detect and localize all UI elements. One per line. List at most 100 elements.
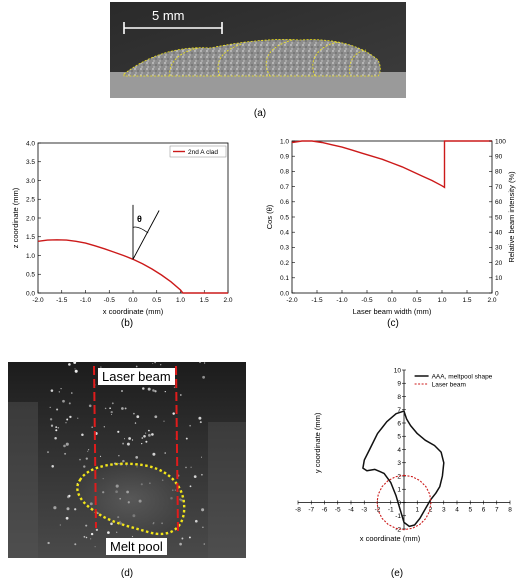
y-tick-label: 0.2: [280, 260, 289, 267]
y-tick-label: 0.0: [280, 290, 289, 297]
x-tick-label: 0.0: [128, 297, 137, 304]
x-tick-label: -2.0: [32, 297, 44, 304]
powder-particle: [111, 402, 114, 405]
powder-particle: [68, 494, 71, 498]
y-tick-label: 1.5: [26, 234, 35, 241]
caption-c: (c): [387, 318, 399, 329]
y-tick-label: -1: [395, 513, 401, 520]
powder-particle: [49, 406, 51, 409]
powder-particle: [198, 416, 202, 420]
powder-particle: [66, 507, 70, 511]
powder-particle: [83, 535, 86, 538]
x-tick-label: -1.5: [56, 297, 68, 304]
x-tick-label: -7: [308, 507, 314, 514]
laser-beam-right-edge: [175, 365, 179, 533]
powder-particle: [131, 535, 134, 538]
powder-particle: [122, 442, 125, 445]
meltpool-outline: [76, 462, 186, 536]
powder-particle: [81, 433, 84, 437]
panel-d: Laser beam Melt pool: [8, 361, 246, 558]
powder-particle: [124, 407, 127, 410]
theta-label: θ: [137, 214, 142, 224]
micrograph-image: [110, 2, 406, 98]
x-tick-label: -0.5: [361, 297, 373, 304]
y2-tick-label: 60: [495, 199, 503, 206]
powder-particle: [141, 443, 143, 445]
y-tick-label: -2: [395, 526, 401, 533]
series-2nd-a-clad-line: [37, 239, 228, 294]
y2-tick-label: 20: [495, 260, 503, 267]
y-tick-label: 0.7: [280, 184, 289, 191]
powder-particle: [141, 437, 144, 439]
powder-particle: [90, 538, 92, 540]
powder-particle: [66, 418, 69, 421]
x-tick-label: 6: [482, 507, 486, 514]
powder-particle: [193, 475, 197, 478]
powder-particle: [56, 408, 59, 411]
caption-b: (b): [120, 318, 134, 329]
theta-arc: [132, 226, 149, 234]
y-axis-label: Cos (θ): [265, 204, 274, 229]
y-tick-label: 10: [394, 367, 402, 374]
series-laser-beam-line: [376, 474, 432, 531]
powder-particle: [152, 452, 156, 456]
powder-particle: [60, 387, 62, 390]
x-tick-label: -1.5: [311, 297, 323, 304]
powder-particle: [99, 455, 102, 457]
laser-beam-left-edge: [93, 365, 97, 529]
x-tick-label: 2.0: [487, 297, 496, 304]
y2-tick-label: 40: [495, 230, 503, 237]
powder-particle: [64, 452, 67, 455]
y-tick-label: 5: [397, 434, 401, 441]
powder-particle: [201, 508, 205, 512]
x-axis-label: Laser beam width (mm): [353, 307, 432, 316]
y-tick-label: 1.0: [26, 253, 35, 260]
powder-particle: [57, 427, 60, 429]
powder-particle: [47, 541, 50, 545]
y-tick-label: 9: [397, 381, 401, 388]
y2-tick-label: 0: [495, 290, 499, 297]
y-tick-label: 0.5: [280, 214, 289, 221]
powder-particle: [179, 394, 182, 396]
powder-particle: [120, 389, 124, 393]
y2-tick-label: 10: [495, 275, 503, 282]
legend-label-meltpool: AAA, meltpool shape: [432, 374, 493, 381]
panel-a: 5 mm: [110, 2, 406, 98]
y-tick-label: 2.0: [26, 215, 35, 222]
powder-particle: [203, 543, 206, 545]
powder-particle: [145, 432, 147, 434]
powder-particle: [143, 434, 146, 438]
normal-tilted-line: [132, 210, 160, 260]
caption-d: (d): [120, 568, 134, 579]
y2-axis-label: Relative beam intensity (%): [507, 171, 516, 263]
powder-particle: [95, 528, 99, 532]
y-tick-label: 4.0: [26, 140, 35, 147]
x-tick-label: 4: [455, 507, 459, 514]
powder-particle: [74, 543, 77, 546]
caption-e: (e): [390, 568, 404, 579]
y2-tick-label: 70: [495, 184, 503, 191]
x-tick-label: 3: [442, 507, 446, 514]
y-tick-label: 0.3: [280, 245, 289, 252]
x-tick-label: -6: [322, 507, 328, 514]
powder-particle: [142, 387, 145, 390]
scale-bar: [123, 22, 223, 34]
x-tick-label: 2: [429, 507, 433, 514]
powder-particle: [190, 466, 192, 468]
powder-particle: [90, 532, 94, 536]
x-tick-label: 0.5: [412, 297, 421, 304]
powder-particle: [134, 422, 137, 424]
y-axis-label: y coordinate (mm): [313, 412, 322, 473]
powder-particle: [203, 362, 206, 364]
powder-particle: [58, 391, 60, 393]
powder-particle: [148, 429, 150, 432]
x-tick-label: -2.0: [286, 297, 298, 304]
legend-box: [169, 145, 227, 158]
powder-particle: [71, 392, 73, 394]
powder-particle: [154, 361, 156, 364]
powder-particle: [53, 506, 57, 510]
powder-particle: [88, 449, 90, 451]
x-tick-label: 7: [495, 507, 499, 514]
powder-particle: [135, 365, 138, 368]
